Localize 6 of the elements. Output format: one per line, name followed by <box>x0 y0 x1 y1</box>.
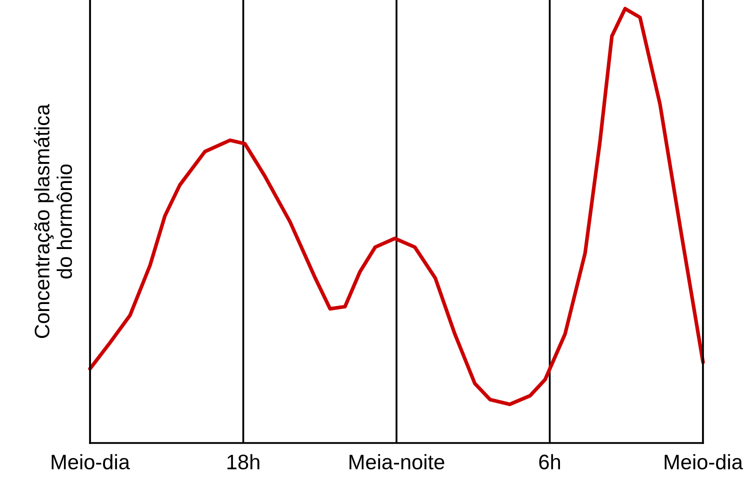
y-axis-title: Concentração plasmática do hormônio <box>34 104 72 338</box>
x-tick-label: 18h <box>227 454 260 470</box>
x-tick-label: 6h <box>539 454 560 470</box>
x-tick-label: Meia-noite <box>350 454 444 470</box>
x-tick-label: Meio-dia <box>52 454 130 470</box>
x-tick-label: Meio-dia <box>664 454 743 470</box>
